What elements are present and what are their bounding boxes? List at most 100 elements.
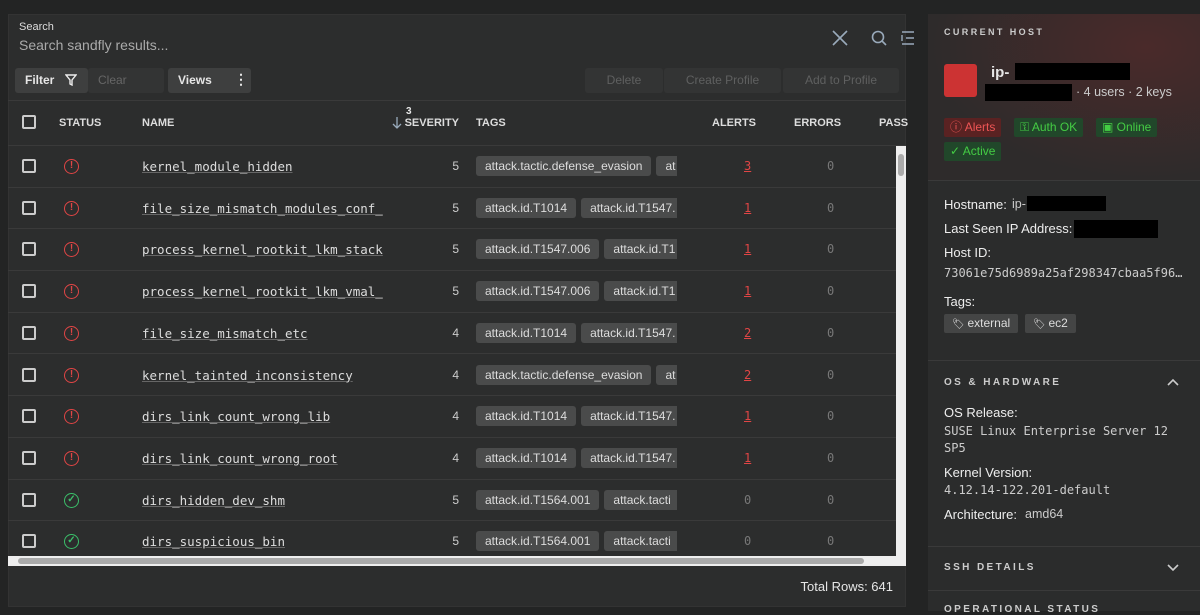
section-title[interactable]: OPERATIONAL STATUS [944,604,1100,615]
check-name[interactable]: process_kernel_rootkit_lkm_vmal_ [142,284,383,299]
alerts: 0 [744,534,751,548]
table-row: !kernel_module_hidden5attack.tactic.defe… [8,146,896,188]
row-checkbox[interactable] [22,159,36,173]
alerts[interactable]: 2 [744,368,751,382]
row-checkbox[interactable] [22,326,36,340]
action-button[interactable]: Add to Profile [783,68,899,93]
check-name[interactable]: dirs_suspicious_bin [142,534,285,549]
tag-text: external [967,316,1010,330]
alerts[interactable]: 1 [744,242,751,256]
table-row: !file_size_mismatch_modules_conf_5attack… [8,188,896,230]
column-header[interactable]: ALERTS [712,117,756,129]
check-name[interactable]: dirs_link_count_wrong_lib [142,409,330,424]
table-row: ✓dirs_suspicious_bin5attack.id.T1564.001… [8,521,896,556]
row-checkbox[interactable] [22,368,36,382]
alerts[interactable]: 1 [744,284,751,298]
section-title[interactable]: OS & HARDWARE [944,377,1061,388]
keys: 2 keys [1136,85,1172,99]
divider [928,546,1200,547]
select-all[interactable] [22,115,36,129]
clear-search[interactable] [833,31,847,45]
tag-text: ec2 [1048,316,1067,330]
views-button[interactable]: Views⋮ [168,68,251,93]
check-name[interactable]: file_size_mismatch_etc [142,326,308,341]
check-name[interactable]: dirs_hidden_dev_shm [142,493,285,508]
check-name[interactable]: dirs_link_count_wrong_root [142,451,338,466]
column-header[interactable]: TAGS [476,117,506,129]
severity: 5 [452,493,459,507]
column-header[interactable]: PASS [879,117,908,129]
severity: 4 [452,368,459,382]
badge-text: Active [963,144,996,158]
action-button[interactable]: Delete [585,68,663,93]
alerts[interactable]: 1 [744,409,751,423]
row-checkbox[interactable] [22,284,36,298]
table-row: ✓dirs_hidden_dev_shm5attack.id.T1564.001… [8,480,896,522]
errors: 0 [827,451,834,465]
sort-arrow [391,116,403,129]
errors: 0 [827,368,834,382]
alerts[interactable]: 1 [744,201,751,215]
divider [928,360,1200,361]
tag: attack.id.T1547. [581,406,677,426]
search-input[interactable]: Search sandfly results... [19,37,168,53]
row-checkbox[interactable] [22,242,36,256]
tag: attack.id.T1014 [476,448,576,468]
row-checkbox[interactable] [22,201,36,215]
badge-text: Auth OK [1032,120,1077,134]
filter-button[interactable]: Filter [15,68,88,93]
tag: at [656,156,677,176]
check-name[interactable]: file_size_mismatch_modules_conf_ [142,201,383,216]
tag: attack.id.T1014 [476,406,576,426]
alerts[interactable]: 2 [744,326,751,340]
row-checkbox[interactable] [22,493,36,507]
tags: attack.tactic.defense_evasionat [476,156,677,176]
row-checkbox[interactable] [22,409,36,423]
clear-button[interactable]: Clear [88,68,164,93]
section-title[interactable]: SSH DETAILS [944,562,1036,573]
field-label: Kernel Version: [944,465,1032,480]
errors: 0 [827,159,834,173]
column-header[interactable]: STATUS [59,117,101,129]
clear-text: Clear [98,73,127,87]
divider [928,180,1200,181]
tag: attack.id.T1014 [476,323,576,343]
h-scrollbar[interactable] [8,556,906,566]
column-header[interactable]: ERRORS [794,117,841,129]
check-name[interactable]: process_kernel_rootkit_lkm_stack [142,242,383,257]
redaction [985,84,1072,101]
tags: attack.id.T1014attack.id.T1547. [476,323,677,343]
alerts[interactable]: 3 [744,159,751,173]
check-name[interactable]: kernel_tainted_inconsistency [142,368,353,383]
collapse-icon[interactable] [1166,377,1180,387]
filter-list-icon[interactable] [902,32,914,44]
row-checkbox[interactable] [22,534,36,548]
row-checkbox[interactable] [22,451,36,465]
search-icon[interactable] [873,32,884,43]
alerts[interactable]: 1 [744,451,751,465]
architecture: amd64 [1025,507,1063,521]
tags: attack.id.T1014attack.id.T1547. [476,198,677,218]
v-scrollbar[interactable] [896,146,906,556]
severity: 4 [452,451,459,465]
tag: attack.id.T1547.006 [476,281,599,301]
severity: 5 [452,284,459,298]
status-icon: ! [64,451,79,466]
rows-clip: ! kernel_module_hidden 5 attack.tactic.defe… [8,146,896,556]
action-button[interactable]: Create Profile [664,68,781,93]
field-label: Hostname: [944,197,1007,212]
divider [928,590,1200,591]
tags: attack.tactic.defense_evasionat [476,365,677,385]
total-rows: Total Rows: 641 [801,579,894,594]
column-header[interactable]: SEVERITY [405,117,459,129]
filter-icon [65,74,77,86]
check-name[interactable]: kernel_module_hidden [142,159,293,174]
severity: 5 [452,159,459,173]
tag: attack.id.T1564.001 [476,490,599,510]
severity: 5 [452,201,459,215]
os-logo [944,64,977,97]
expand-icon[interactable] [1166,563,1180,573]
host-tag[interactable]: 🏷 external [944,314,1018,333]
host-tag[interactable]: 🏷 ec2 [1025,314,1076,333]
column-header[interactable]: NAME [142,117,174,129]
